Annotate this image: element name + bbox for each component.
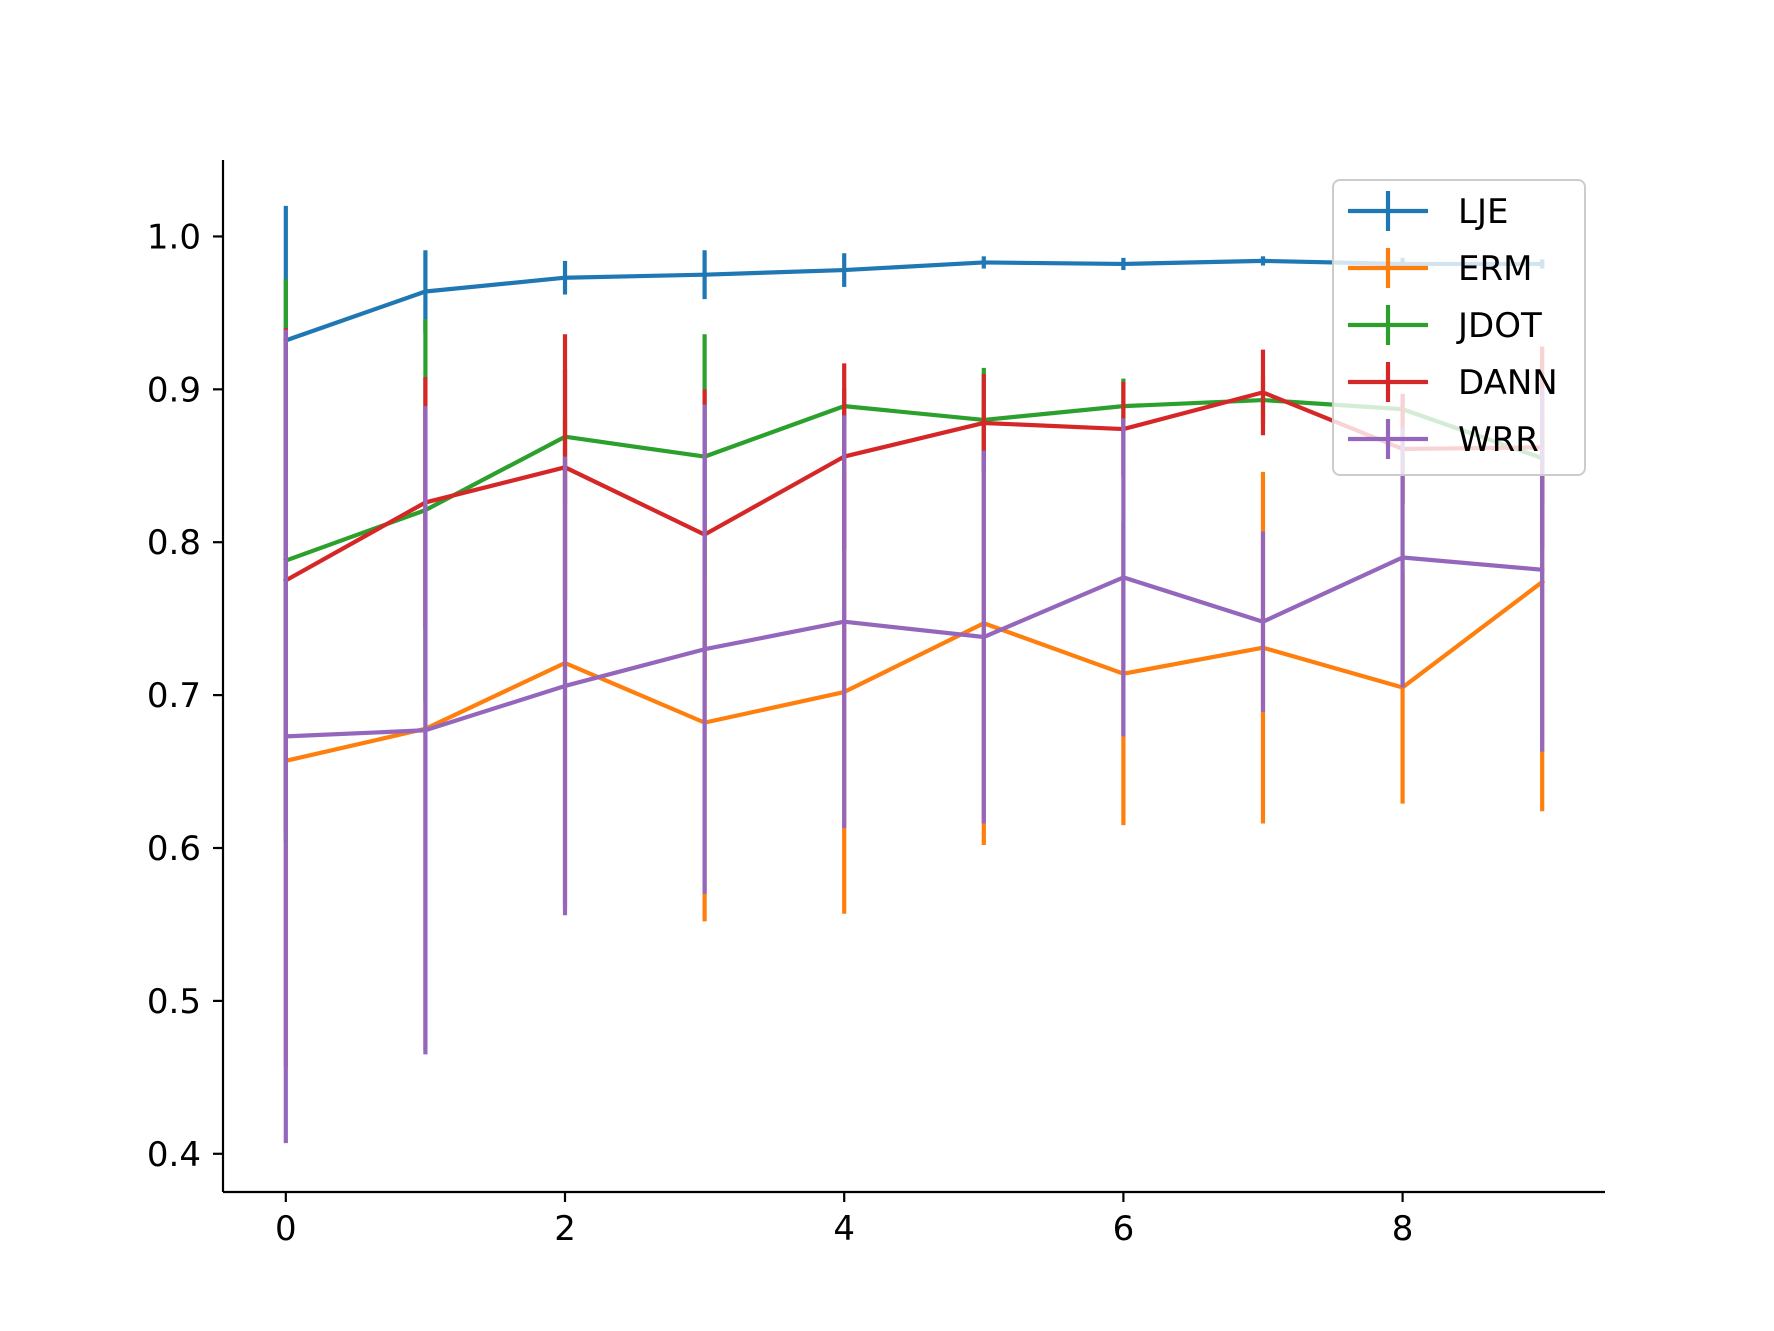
legend: LJE ERM JDOT DANN WRR [1332, 179, 1586, 476]
y-tick-label: 0.4 [147, 1135, 201, 1175]
y-tick-label: 0.6 [147, 829, 201, 869]
series-layer [282, 205, 1546, 1144]
x-tick-label: 8 [1392, 1209, 1414, 1249]
x-tick-label: 2 [554, 1209, 576, 1249]
y-tick-label: 0.8 [147, 523, 201, 563]
legend-label: WRR [1458, 420, 1539, 460]
legend-entry-lje: LJE [1348, 191, 1508, 232]
legend-frame [1332, 179, 1586, 476]
legend-entry-wrr: WRR [1348, 419, 1539, 460]
legend-entry-jdot: JDOT [1348, 305, 1542, 346]
legend-entries: LJE ERM JDOT DANN WRR [1348, 191, 1558, 460]
y-ticks: 0.4 0.5 0.6 0.7 0.8 0.9 1.0 [147, 217, 223, 1175]
y-tick-label: 0.9 [147, 370, 201, 410]
series-wrr [283, 329, 1545, 1144]
x-tick-label: 4 [833, 1209, 855, 1249]
legend-label: DANN [1458, 363, 1558, 403]
legend-entry-erm: ERM [1348, 248, 1532, 289]
series-line-erm [283, 579, 1546, 764]
y-tick-label: 0.5 [147, 982, 201, 1022]
x-ticks: 0 2 4 6 8 [275, 1192, 1413, 1249]
y-tick-label: 0.7 [147, 676, 201, 716]
legend-entry-dann: DANN [1348, 362, 1558, 403]
series-line-wrr [283, 555, 1545, 739]
axes [221, 160, 1605, 1194]
legend-label: JDOT [1456, 306, 1542, 346]
y-tick-label: 1.0 [147, 217, 201, 257]
x-tick-label: 0 [275, 1209, 297, 1249]
legend-label: ERM [1458, 249, 1532, 289]
x-tick-label: 6 [1113, 1209, 1135, 1249]
legend-label: LJE [1458, 192, 1508, 232]
